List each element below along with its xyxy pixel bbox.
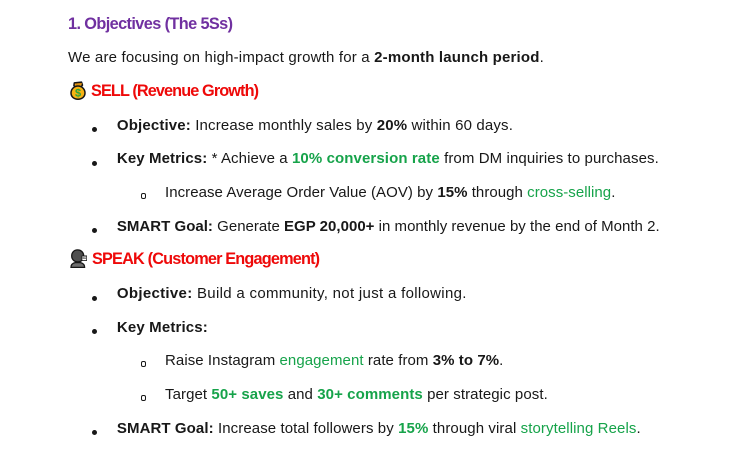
svg-text:$: $	[75, 87, 81, 99]
